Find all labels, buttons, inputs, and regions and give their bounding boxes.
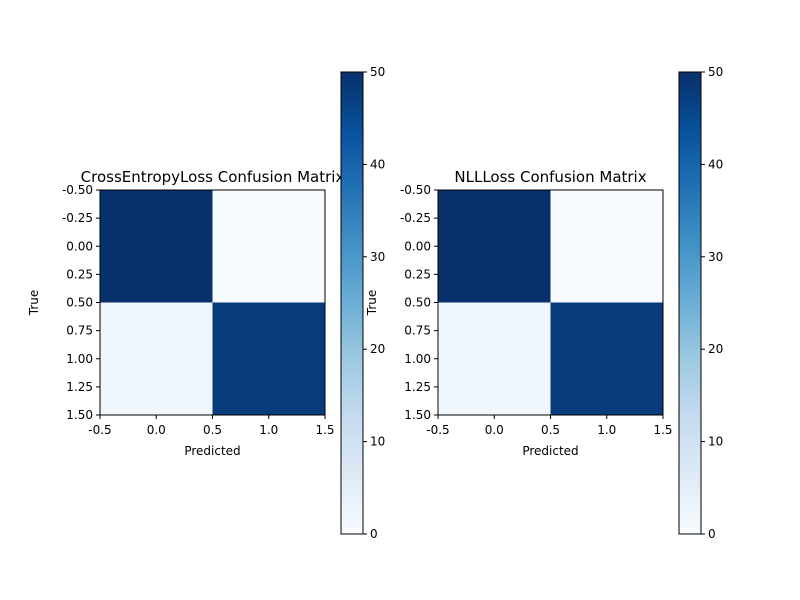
chart-title: CrossEntropyLoss Confusion Matrix <box>81 168 345 186</box>
y-tick-label: 0.00 <box>66 239 93 253</box>
colorbar-tick-label: 10 <box>708 435 723 449</box>
y-tick-label: 0.75 <box>66 324 93 338</box>
colorbar-tick-label: 30 <box>370 250 385 264</box>
x-tick-label: -0.5 <box>426 423 449 437</box>
y-tick-label: 1.50 <box>66 408 93 422</box>
y-tick-label: 1.25 <box>404 380 431 394</box>
colorbar-tick-label: 10 <box>370 435 385 449</box>
colorbar-tick-label: 40 <box>708 157 723 171</box>
y-tick-label: 0.25 <box>404 267 431 281</box>
y-tick-label: 0.00 <box>404 239 431 253</box>
x-tick-label: 0.0 <box>147 423 166 437</box>
y-tick-label: -0.25 <box>62 211 93 225</box>
y-tick-label: 1.00 <box>404 352 431 366</box>
y-axis-label: True <box>27 290 41 317</box>
colorbar-tick-label: 40 <box>370 157 385 171</box>
x-axis-label: Predicted <box>522 444 578 458</box>
colorbar-tick-label: 0 <box>370 527 378 541</box>
y-tick-label: 0.25 <box>66 267 93 281</box>
matrix-cell <box>100 190 213 303</box>
matrix-cell <box>550 302 663 415</box>
x-tick-label: 1.5 <box>653 423 672 437</box>
matrix-cell <box>438 302 551 415</box>
nll-confusion-matrix: -0.5 0.0 0.5 1.0 1.5 -0.50 -0.25 0.00 0.25 0.50 0.… <box>365 65 723 541</box>
chart-title: NLLLoss Confusion Matrix <box>454 168 646 186</box>
x-tick-label: -0.5 <box>88 423 111 437</box>
x-tick-label: 0.5 <box>541 423 560 437</box>
colorbar-tick-label: 20 <box>708 342 723 356</box>
matrix-cell <box>550 190 663 303</box>
cross-entropy-confusion-matrix: -0.5 0.0 0.5 1.0 1.5 -0.50 -0.25 0.00 0.25 0.50 0.… <box>27 65 385 541</box>
colorbar-tick-label: 0 <box>708 527 716 541</box>
x-tick-label: 1.0 <box>259 423 278 437</box>
y-tick-label: 1.00 <box>66 352 93 366</box>
matrix-cell <box>438 190 551 303</box>
colorbar-tick-label: 50 <box>708 65 723 79</box>
matrix-cell <box>212 302 325 415</box>
colorbar-tick-label: 20 <box>370 342 385 356</box>
y-tick-label: 1.50 <box>404 408 431 422</box>
x-tick-label: 1.5 <box>315 423 334 437</box>
y-tick-label: -0.25 <box>400 211 431 225</box>
y-tick-label: 1.25 <box>66 380 93 394</box>
y-tick-label: 0.50 <box>404 296 431 310</box>
y-tick-label: -0.50 <box>62 183 93 197</box>
colorbar <box>340 71 364 535</box>
colorbar-tick-label: 30 <box>708 250 723 264</box>
x-tick-label: 0.0 <box>485 423 504 437</box>
colorbar-tick-label: 50 <box>370 65 385 79</box>
matrix-cell <box>100 302 213 415</box>
x-axis-label: Predicted <box>184 444 240 458</box>
y-tick-label: 0.50 <box>66 296 93 310</box>
y-tick-label: -0.50 <box>400 183 431 197</box>
colorbar <box>678 71 702 535</box>
x-tick-label: 0.5 <box>203 423 222 437</box>
y-tick-label: 0.75 <box>404 324 431 338</box>
x-tick-label: 1.0 <box>597 423 616 437</box>
matrix-cell <box>212 190 325 303</box>
y-axis-label: True <box>365 290 379 317</box>
